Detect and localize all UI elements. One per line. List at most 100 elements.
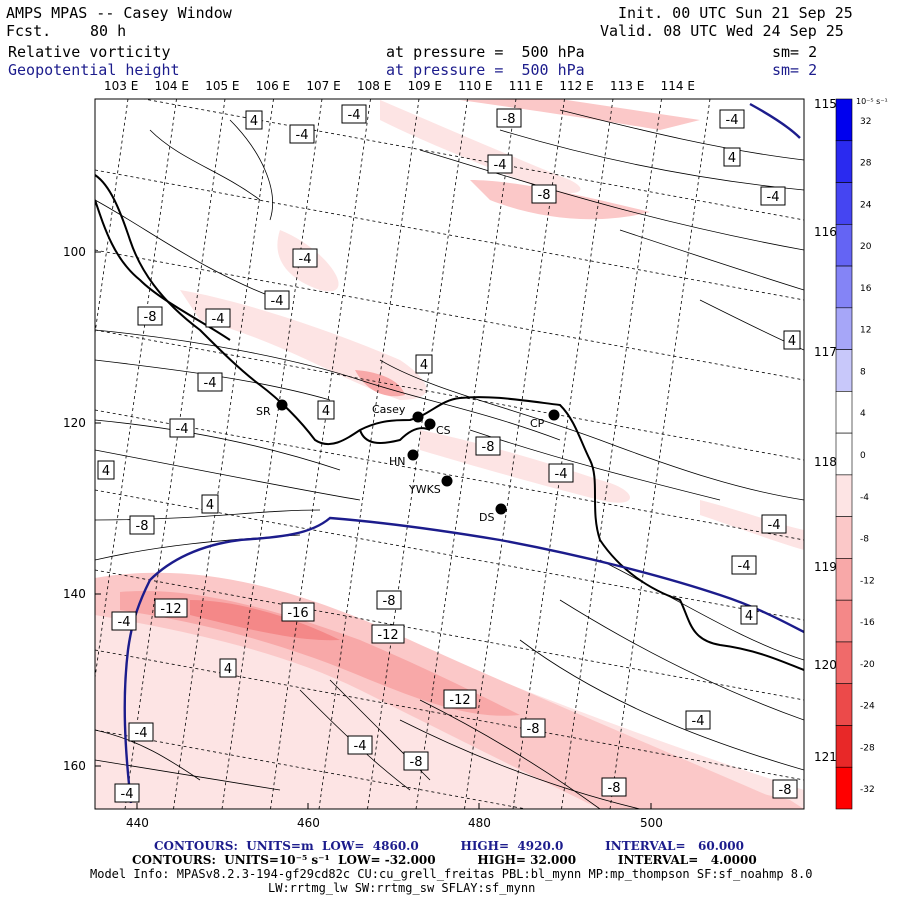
contour-label-box	[128, 722, 154, 742]
contour-label-box	[197, 372, 223, 392]
contour-label-box	[201, 494, 219, 514]
lat-lon-grid	[95, 99, 804, 809]
contour-label: -4	[176, 422, 189, 437]
contour-label-box	[403, 751, 429, 771]
field2-level: at pressure = 500 hPa	[386, 61, 585, 79]
init-time: Init. 00 UTC Sun 21 Sep 25	[618, 4, 853, 22]
colorbar-segment	[835, 599, 853, 643]
field1-smoothing: sm= 2	[772, 43, 818, 61]
top-lon-label: 107 E	[306, 79, 340, 93]
field2-name: Geopotential height	[8, 61, 180, 79]
colorbar-unit: 10⁻⁵ s⁻¹	[856, 97, 888, 106]
top-lon-label: 106 E	[256, 79, 290, 93]
contour-label-box	[740, 605, 758, 625]
top-lon-label: 112 E	[559, 79, 593, 93]
colorbar-segment	[835, 516, 853, 559]
colorbar-label: 4	[860, 409, 866, 419]
colorbar-segment	[835, 641, 853, 685]
contour-label: -12	[449, 693, 470, 708]
field1-name: Relative vorticity	[8, 43, 171, 61]
colorbar-segment	[835, 766, 853, 810]
contour-label-box	[475, 436, 501, 456]
colorbar-segment	[835, 474, 853, 517]
contour-label: -4	[299, 252, 312, 267]
top-lon-label: 105 E	[205, 79, 239, 93]
station-marker	[548, 409, 560, 421]
contour-label: -8	[383, 594, 396, 609]
contour-label-box	[415, 354, 433, 374]
station-marker	[495, 503, 507, 515]
contour-label-box	[376, 590, 402, 610]
colorbar-segment	[835, 558, 853, 601]
contour-label: -16	[287, 606, 308, 621]
station-label: HN	[389, 455, 406, 468]
contour-label-box	[169, 418, 195, 438]
station-label: SR	[256, 405, 271, 418]
top-lon-label: 109 E	[408, 79, 442, 93]
colorbar-label: 16	[860, 284, 872, 294]
contour-label-box	[601, 777, 627, 797]
contour-label-box	[719, 109, 745, 129]
colorbar-segment	[835, 391, 853, 434]
contour-label: -8	[136, 519, 149, 534]
contour-label-box	[137, 306, 163, 326]
contour-label: 4	[728, 151, 736, 166]
contour-label-box	[97, 460, 115, 480]
contour-label-box	[245, 110, 263, 130]
contour-label-box	[292, 248, 318, 268]
contour-label-box	[783, 330, 801, 350]
colorbar-segment	[835, 683, 853, 726]
y-axis-tick-label: 140	[63, 587, 86, 601]
colorbar-label: -4	[860, 493, 869, 503]
contour-label-box	[772, 779, 798, 799]
colorbar-label: 12	[860, 326, 871, 336]
contour-label: -4	[118, 615, 131, 630]
contour-label: -12	[377, 628, 398, 643]
contour-label: -4	[121, 787, 134, 802]
colorbar-segment	[835, 140, 853, 183]
contour-label: -8	[527, 722, 540, 737]
top-lon-label: 108 E	[357, 79, 391, 93]
top-lon-label: 114 E	[661, 79, 695, 93]
contour-label: 4	[788, 334, 796, 349]
contour-label: 4	[250, 114, 258, 129]
contour-label: -12	[160, 602, 181, 617]
colorbar-label: -28	[860, 743, 875, 753]
contour-label: -4	[692, 714, 705, 729]
contour-label: -4	[354, 739, 367, 754]
contour-label-box	[111, 611, 137, 631]
top-lon-label: 111 E	[509, 79, 543, 93]
colorbar-segment	[835, 307, 853, 350]
forecast-label: Fcst.	[6, 22, 52, 40]
contour-label-box	[443, 689, 477, 709]
contour-label-box	[205, 308, 231, 328]
contour-label-box	[760, 186, 786, 206]
colorbar-label: -12	[860, 576, 875, 586]
top-lon-label: 104 E	[155, 79, 189, 93]
contour-label: 4	[102, 464, 110, 479]
contour-label: -4	[767, 190, 780, 205]
station-marker	[424, 418, 436, 430]
colorbar-label: 32	[860, 117, 871, 127]
forecast-value: 80 h	[90, 22, 127, 40]
y-axis-tick-label: 100	[63, 245, 86, 259]
contour-label-box	[487, 154, 513, 174]
colorbar-segment	[835, 265, 853, 309]
station-label: CP	[530, 417, 545, 430]
contour-label-box	[219, 658, 237, 678]
contour-label-box	[264, 290, 290, 310]
contour-label: -4	[768, 518, 781, 533]
colorbar-segment	[835, 182, 853, 225]
contour-label-box	[496, 108, 522, 128]
colorbar-segment	[835, 223, 853, 267]
contour-label: -4	[738, 559, 751, 574]
footer-height-contours: CONTOURS: UNITS=m LOW= 4860.0 HIGH= 4920…	[154, 839, 744, 853]
x-axis-tick-label: 440	[126, 816, 149, 830]
contour-label-box	[289, 124, 315, 144]
top-lon-label: 103 E	[104, 79, 138, 93]
colorbar-label: -32	[860, 785, 875, 795]
contour-label-box	[371, 624, 405, 644]
contour-label: -4	[494, 158, 507, 173]
colorbar-label: 0	[860, 451, 866, 461]
contour-label: -4	[296, 128, 309, 143]
